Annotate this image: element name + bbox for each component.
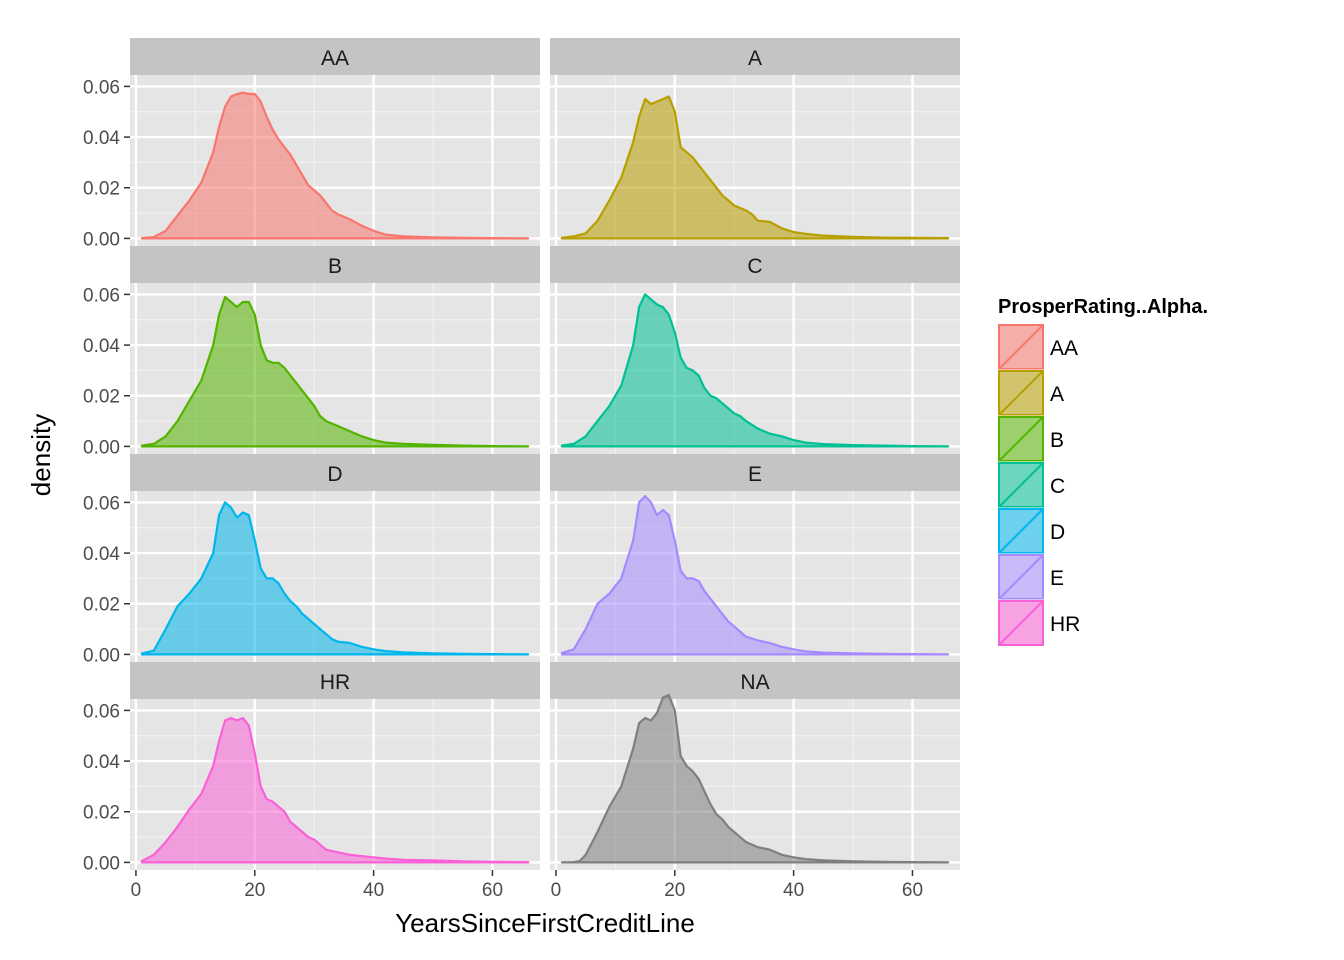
x-tick-label: 60 [902, 880, 923, 901]
facet-strip-label: E [748, 463, 762, 486]
legend-key-line [999, 325, 1043, 369]
y-tick-label: 0.06 [83, 701, 120, 722]
legend-item-e: E [997, 553, 1064, 601]
legend-key-line [999, 417, 1043, 461]
legend-key-line [999, 463, 1043, 507]
density-area-e [560, 495, 950, 656]
x-tick-label: 0 [551, 880, 562, 901]
legend-label: C [1050, 475, 1065, 498]
y-tick-label: 0.02 [83, 803, 120, 824]
legend-key-line [999, 555, 1043, 599]
density-area-d [140, 501, 530, 656]
legend-key-line [999, 509, 1043, 553]
facet-strip [130, 38, 540, 75]
legend-label: E [1050, 567, 1064, 590]
x-tick-label: 60 [482, 880, 503, 901]
y-tick-label: 0.06 [83, 493, 120, 514]
facet-strip [130, 246, 540, 283]
facet-strip-label: B [328, 255, 342, 278]
facet-panel-hr: HR [130, 662, 540, 870]
legend-item-aa: AA [997, 323, 1078, 371]
y-tick-label: 0.00 [83, 853, 120, 874]
x-tick-label: 40 [363, 880, 384, 901]
legend-item-c: C [997, 461, 1065, 509]
facet-strip [130, 662, 540, 699]
y-tick-label: 0.04 [83, 752, 120, 773]
legend-label: B [1050, 429, 1064, 452]
x-tick-label: 0 [131, 880, 142, 901]
y-axis-title: density [26, 414, 56, 496]
x-tick-label: 20 [244, 880, 265, 901]
legend-item-d: D [997, 507, 1065, 555]
legend-key-line [999, 601, 1043, 645]
facet-strip [130, 454, 540, 491]
facet-strip [550, 246, 960, 283]
legend-item-b: B [997, 415, 1064, 463]
y-tick-label: 0.00 [83, 645, 120, 666]
legend-key-line [999, 371, 1043, 415]
y-tick-label: 0.04 [83, 544, 120, 565]
y-tick-label: 0.02 [83, 179, 120, 200]
x-tick-label: 40 [783, 880, 804, 901]
facet-panel-b: B [130, 246, 540, 454]
facet-strip [550, 454, 960, 491]
facet-strip-label: HR [320, 671, 350, 694]
facet-strip-label: A [748, 47, 762, 70]
legend-title: ProsperRating..Alpha. [998, 296, 1208, 318]
density-area-hr [140, 716, 530, 864]
facet-panel-a: A [550, 38, 960, 246]
legend-label: HR [1050, 613, 1080, 636]
legend-item-hr: HR [997, 599, 1080, 647]
facet-panel-e: E [550, 454, 960, 662]
density-area-b [140, 295, 530, 448]
facet-panels: AA AB CD EHR NA [130, 38, 960, 870]
legend-label: D [1050, 521, 1065, 544]
axes: 0.00 0.02 0.04 0.06 0.00 0.02 0.04 0.06 0.00 0.02… [83, 77, 923, 901]
y-tick-label: 0.00 [83, 229, 120, 250]
density-area-aa [140, 91, 530, 240]
density-area-a [560, 95, 950, 240]
x-axis-title: YearsSinceFirstCreditLine [395, 908, 695, 938]
facet-strip-label: C [747, 255, 762, 278]
facet-panel-d: D [130, 454, 540, 662]
facet-strip [550, 38, 960, 75]
x-tick-label: 20 [664, 880, 685, 901]
y-tick-label: 0.04 [83, 128, 120, 149]
facet-strip-label: NA [740, 671, 769, 694]
y-tick-label: 0.06 [83, 77, 120, 98]
density-area-na [560, 694, 950, 864]
y-tick-label: 0.04 [83, 336, 120, 357]
facet-panel-na: NA [550, 662, 960, 870]
facet-panel-aa: AA [130, 38, 540, 246]
legend-label: A [1050, 383, 1064, 406]
facet-panel-c: C [550, 246, 960, 454]
facet-strip-label: D [327, 463, 342, 486]
y-tick-label: 0.02 [83, 595, 120, 616]
legend-label: AA [1050, 337, 1078, 360]
facet-strip-label: AA [321, 47, 349, 70]
y-tick-label: 0.06 [83, 285, 120, 306]
y-tick-label: 0.00 [83, 437, 120, 458]
legend-item-a: A [997, 369, 1064, 417]
density-area-c [560, 293, 950, 448]
y-tick-label: 0.02 [83, 387, 120, 408]
facet-strip [550, 662, 960, 699]
